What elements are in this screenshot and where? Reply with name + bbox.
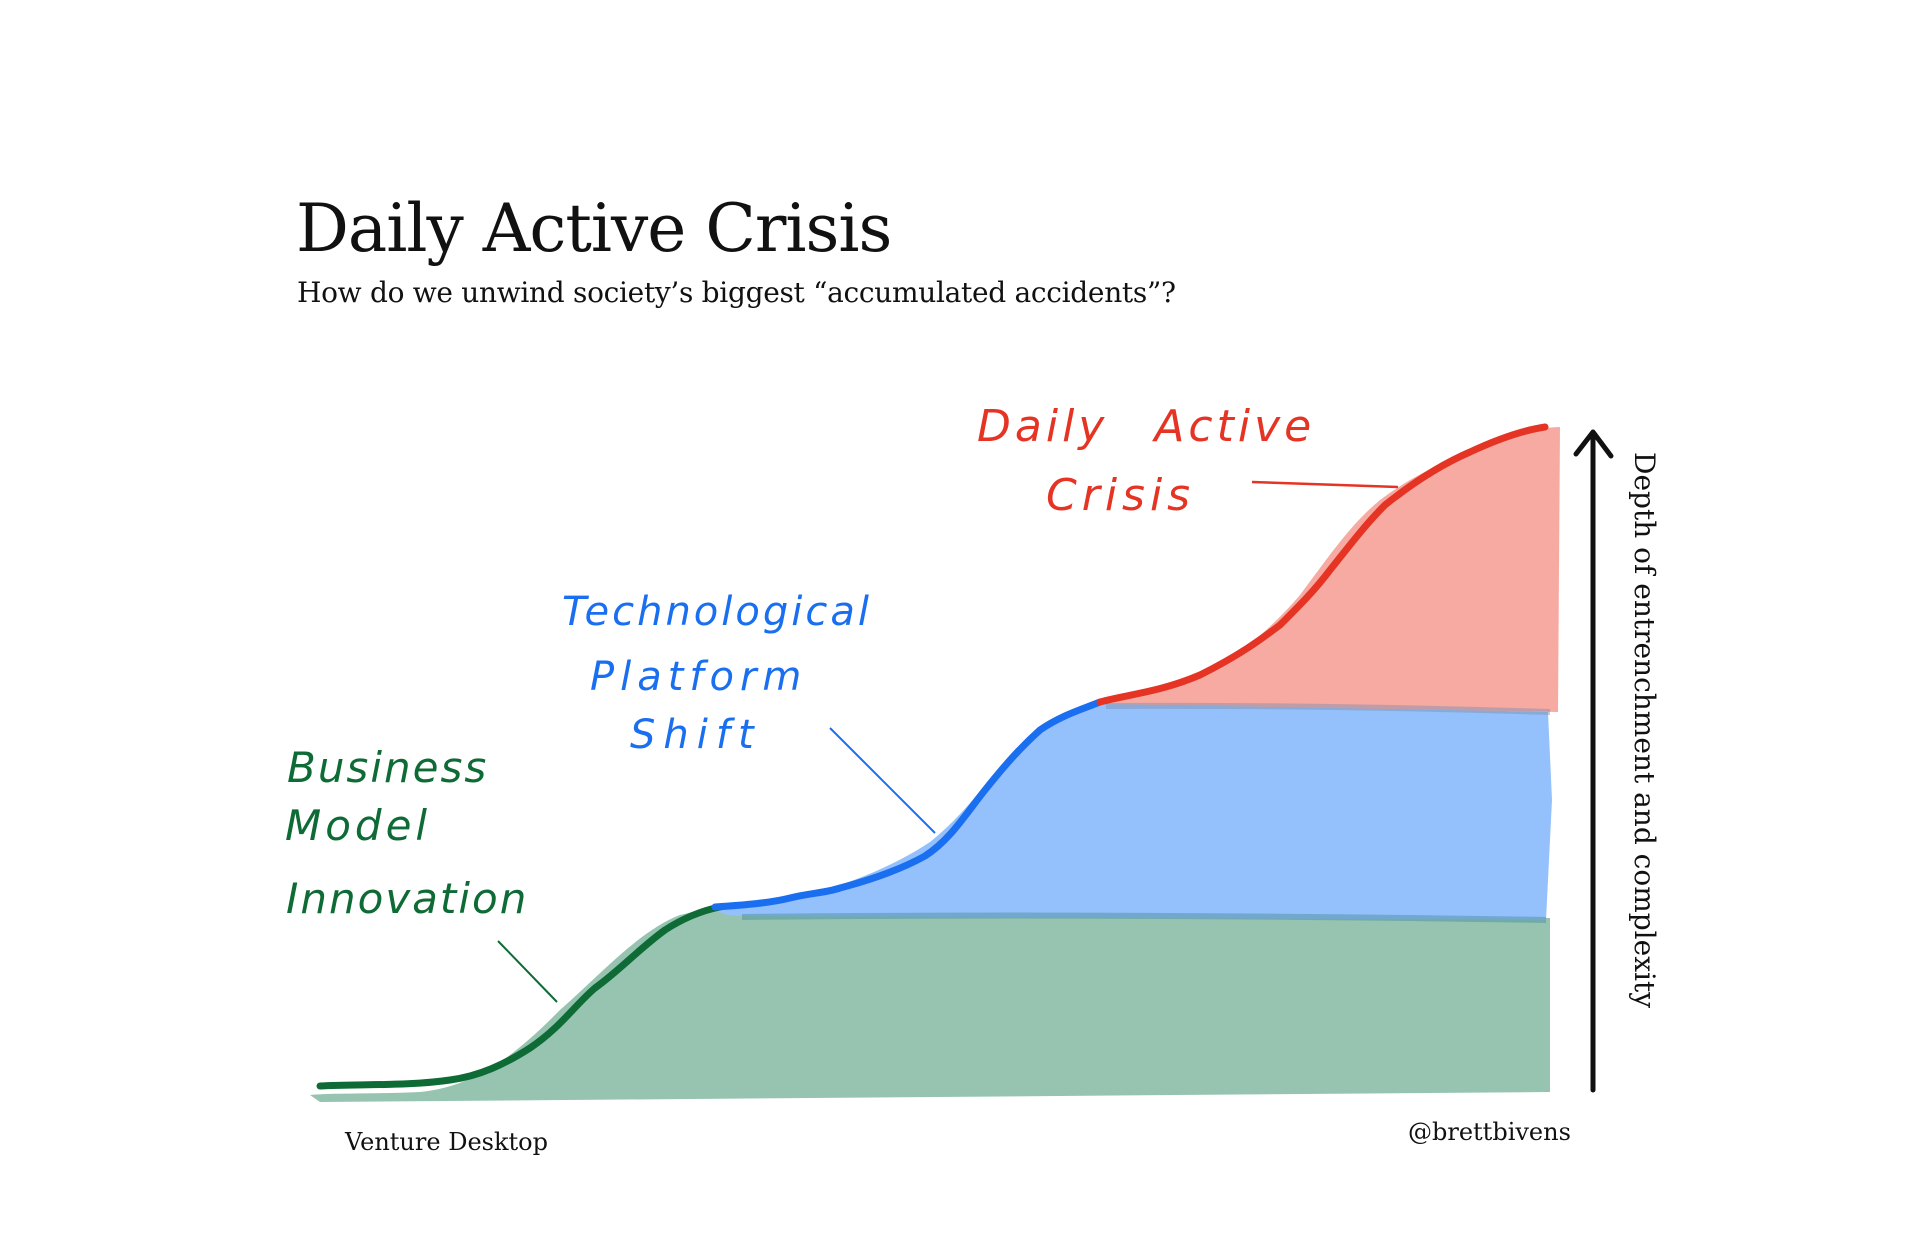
crisis-leader-line bbox=[1251, 480, 1399, 489]
business-model-band bbox=[310, 910, 1550, 1102]
business-label-line-1: Business bbox=[287, 743, 488, 792]
tech-leader-line bbox=[829, 727, 936, 834]
tech-label-line-1: Technological bbox=[562, 589, 872, 635]
tech-label-line-3: Shift bbox=[630, 712, 762, 758]
footer-brand: Venture Desktop bbox=[345, 1128, 548, 1156]
blue-band-top-edge bbox=[1105, 702, 1551, 715]
red-curve bbox=[1096, 423, 1549, 706]
crisis-label-line-2: Crisis bbox=[1046, 470, 1195, 521]
page-subtitle: How do we unwind society’s biggest “accu… bbox=[297, 276, 1176, 309]
footer-handle: @brettbivens bbox=[1408, 1118, 1571, 1146]
business-label-line-2: Model bbox=[285, 801, 431, 850]
blue-curve bbox=[711, 698, 1104, 911]
green-band-top-edge bbox=[741, 912, 1547, 923]
business-label-line-3: Innovation bbox=[286, 874, 528, 923]
tech-label-line-2: Platform bbox=[590, 654, 807, 700]
axis-arrow-head-icon bbox=[1573, 429, 1614, 459]
page-title: Daily Active Crisis bbox=[296, 190, 892, 267]
green-curve bbox=[316, 903, 724, 1090]
axis-label: Depth of entrenchment and complexity bbox=[1628, 452, 1661, 1008]
technology-platform-band bbox=[715, 702, 1552, 920]
crisis-label-line-1: Daily Active bbox=[977, 401, 1315, 452]
business-leader-line bbox=[497, 940, 558, 1003]
